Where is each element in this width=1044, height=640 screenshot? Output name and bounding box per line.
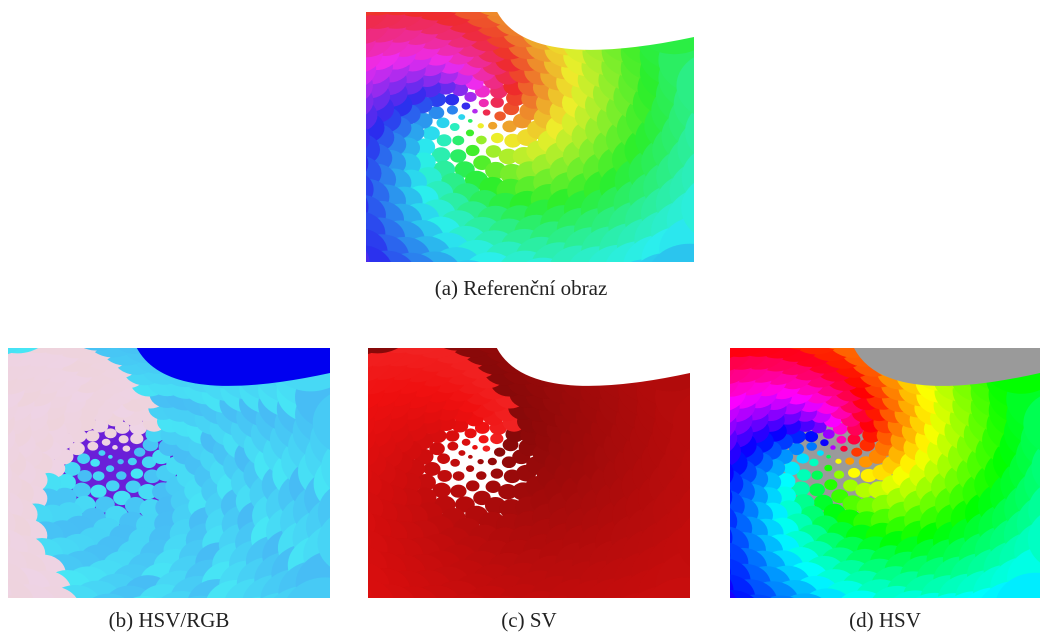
spiral-disc: [494, 111, 505, 120]
spiral-disc: [134, 448, 145, 457]
spiral-disc: [836, 436, 846, 444]
spiral-disc: [466, 480, 480, 491]
spiral-disc: [468, 455, 473, 459]
spiral-disc: [820, 439, 828, 446]
caption: (c) SV: [379, 608, 679, 633]
spiral-disc: [478, 123, 484, 128]
spiral-disc: [848, 468, 860, 478]
spiral-disc: [450, 485, 466, 498]
spiral-disc: [491, 469, 503, 479]
spiral-disc: [90, 459, 100, 467]
spiral-disc: [824, 465, 832, 472]
spiral-disc: [466, 145, 480, 156]
spiral-disc: [840, 446, 847, 452]
spiral-disc: [488, 122, 497, 130]
figure-image: [368, 348, 690, 598]
caption: (a) Referenční obraz: [321, 276, 721, 301]
spiral-disc: [77, 453, 90, 464]
spiral-disc: [119, 435, 129, 443]
spiral-disc: [452, 136, 464, 146]
caption: (b) HSV/RGB: [19, 608, 319, 633]
spiral-disc: [123, 445, 131, 451]
spiral-disc: [102, 439, 111, 446]
spiral-disc: [488, 458, 497, 466]
figure-image: [730, 348, 1040, 598]
spiral-disc: [477, 459, 483, 464]
spiral-disc: [835, 459, 841, 464]
spiral-disc: [450, 123, 460, 131]
spiral-disc: [476, 136, 487, 145]
spiral-disc: [848, 434, 861, 444]
spiral-disc: [806, 442, 817, 451]
spiral-disc: [108, 455, 113, 459]
spiral-disc: [812, 470, 823, 479]
spiral-disc: [479, 99, 489, 107]
spiral-disc: [476, 471, 487, 480]
spiral-disc: [450, 459, 460, 467]
spiral-disc: [826, 455, 831, 459]
spiral-disc: [106, 465, 114, 472]
spiral-disc: [468, 119, 473, 123]
spiral-disc: [472, 445, 478, 450]
spiral-disc: [491, 133, 504, 143]
spiral-disc: [834, 470, 844, 478]
spiral-disc: [809, 459, 818, 467]
spiral-disc: [437, 453, 450, 464]
spiral-disc: [830, 445, 836, 450]
spiral-disc: [845, 458, 854, 465]
spiral-disc: [494, 448, 505, 457]
spiral-disc: [809, 483, 825, 496]
spiral-disc: [447, 106, 458, 115]
spiral-disc: [447, 442, 458, 451]
spiral-disc: [797, 453, 809, 463]
spiral-disc: [90, 485, 106, 498]
spiral-disc: [466, 130, 474, 137]
spiral-disc: [462, 439, 471, 446]
spiral-disc: [117, 459, 123, 464]
spiral-disc: [458, 450, 465, 456]
spiral-disc: [466, 465, 474, 472]
spiral-disc: [490, 433, 503, 444]
spiral-disc: [130, 433, 143, 444]
spiral-disc: [116, 471, 127, 480]
figure-image: [366, 12, 694, 262]
spiral-disc: [491, 97, 504, 108]
spiral-disc: [87, 442, 98, 451]
spiral-disc: [817, 450, 824, 456]
spiral-disc: [483, 445, 491, 451]
figure-image: [8, 348, 330, 598]
page: (a) Referenční obraz (b) HSV/RGB (c) SV …: [0, 0, 1044, 640]
spiral-disc: [131, 469, 143, 479]
spiral-disc: [128, 458, 137, 466]
spiral-disc: [93, 471, 105, 481]
spiral-disc: [106, 480, 120, 491]
spiral-disc: [462, 102, 471, 109]
caption: (d) HSV: [735, 608, 1035, 633]
spiral-disc: [436, 117, 449, 128]
spiral-disc: [112, 445, 118, 450]
spiral-disc: [483, 109, 491, 115]
spiral-disc: [824, 479, 837, 490]
spiral-disc: [458, 114, 465, 120]
spiral-disc: [453, 471, 465, 481]
spiral-disc: [450, 149, 466, 162]
spiral-disc: [472, 109, 478, 114]
spiral-disc: [479, 435, 489, 443]
spiral-disc: [98, 450, 105, 456]
spiral-disc: [851, 448, 862, 457]
